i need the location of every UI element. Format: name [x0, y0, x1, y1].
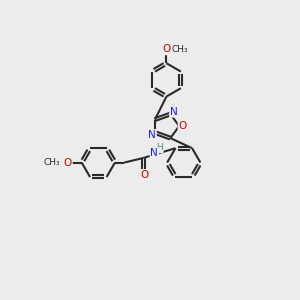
Text: O: O: [162, 44, 171, 54]
Text: N: N: [170, 107, 178, 117]
Text: H: H: [156, 143, 163, 152]
Text: N: N: [148, 130, 156, 140]
Text: N: N: [151, 148, 158, 158]
Text: CH₃: CH₃: [172, 45, 188, 54]
Text: O: O: [140, 170, 148, 180]
Text: O: O: [64, 158, 72, 168]
Text: CH₃: CH₃: [43, 158, 60, 167]
Text: O: O: [178, 121, 187, 131]
